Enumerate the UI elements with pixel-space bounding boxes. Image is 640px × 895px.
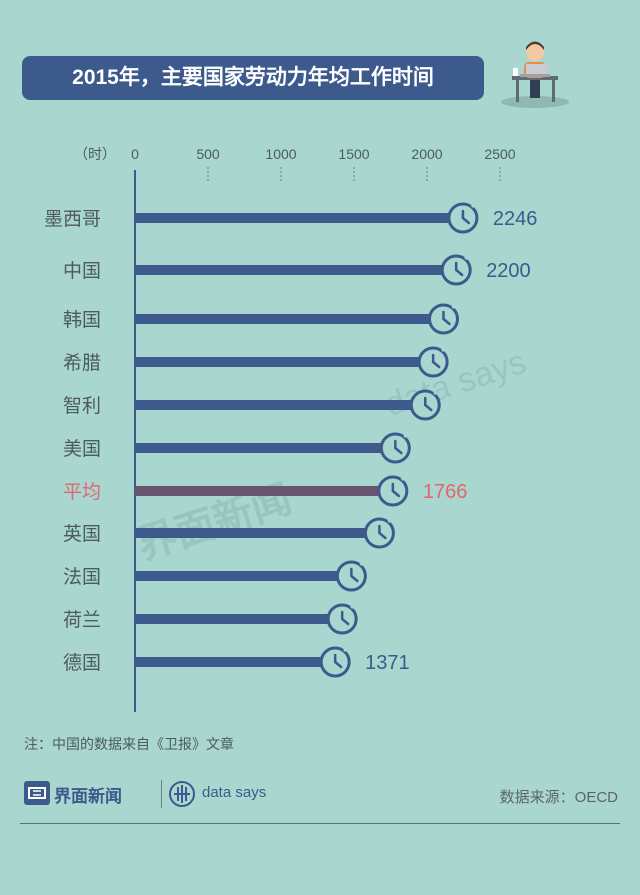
clock-hands xyxy=(423,396,433,412)
brand-divider xyxy=(161,780,162,808)
clock-gap xyxy=(464,255,469,261)
chart-title: 2015年，主要国家劳动力年均工作时间 xyxy=(72,66,434,89)
clock-gap xyxy=(387,518,392,524)
bar xyxy=(135,528,366,538)
clock-icon xyxy=(326,603,358,635)
bar xyxy=(135,314,430,324)
office-worker-icon xyxy=(501,41,569,108)
data-label: 2246 xyxy=(493,208,538,230)
clock-hands xyxy=(442,310,451,326)
x-tick-label: 1000 xyxy=(265,146,296,162)
clock-gap xyxy=(433,390,438,396)
data-label: 2200 xyxy=(486,260,531,282)
category-label: 平均 xyxy=(63,481,101,503)
clock-hands xyxy=(431,353,441,369)
footnote: 注：中国的数据来自《卫报》文章 xyxy=(24,736,234,752)
data-label: 1371 xyxy=(365,652,410,674)
x-tick-label: 2500 xyxy=(484,146,515,162)
brand-name: 界面新闻 xyxy=(54,787,122,806)
clock-icon xyxy=(427,303,459,335)
title-banner: 2015年，主要国家劳动力年均工作时间 xyxy=(22,56,484,100)
clock-hands xyxy=(350,567,359,583)
clock-hands xyxy=(333,653,343,669)
clock-hands xyxy=(378,524,387,540)
x-axis-unit-label: （时） xyxy=(74,146,116,162)
data-label: 1766 xyxy=(423,481,468,503)
clock-gap xyxy=(343,647,348,653)
clock-hands xyxy=(454,261,464,277)
x-tick-label: 500 xyxy=(196,146,220,162)
category-label: 荷兰 xyxy=(63,609,101,631)
clock-hands xyxy=(461,209,471,225)
clock-icon xyxy=(440,254,472,286)
x-tick-label: 2000 xyxy=(411,146,442,162)
newspaper-logo-icon xyxy=(24,781,50,805)
category-label: 中国 xyxy=(63,260,101,282)
category-label: 英国 xyxy=(63,523,101,545)
x-tick-label: 0 xyxy=(131,146,139,162)
clock-gap xyxy=(350,604,355,610)
x-tick-label: 1500 xyxy=(338,146,369,162)
category-label: 法国 xyxy=(63,566,101,588)
clock-icon xyxy=(319,646,351,678)
clock-icon xyxy=(377,475,409,507)
bottom-divider xyxy=(20,823,620,824)
clock-icon xyxy=(363,517,395,549)
category-label: 智利 xyxy=(63,395,101,417)
watermark-subtext: data says xyxy=(381,343,531,424)
bar xyxy=(135,357,420,367)
clock-icon xyxy=(417,346,449,378)
clock-hands xyxy=(340,610,350,626)
bar xyxy=(135,265,443,275)
category-label: 美国 xyxy=(63,438,101,460)
category-label: 德国 xyxy=(63,652,101,674)
bar xyxy=(135,443,382,453)
data-says-logo-icon xyxy=(169,781,195,807)
clock-gap xyxy=(403,433,408,439)
bar xyxy=(135,400,412,410)
clock-icon xyxy=(379,432,411,464)
data-says-label: data says xyxy=(202,784,267,801)
category-label: 墨西哥 xyxy=(44,209,101,230)
category-label: 韩国 xyxy=(63,309,101,331)
bar xyxy=(135,486,379,496)
clock-gap xyxy=(400,476,405,482)
clock-gap xyxy=(441,347,446,353)
clock-icon xyxy=(409,389,441,421)
clock-gap xyxy=(470,203,475,209)
bar xyxy=(135,657,322,667)
clock-icon xyxy=(447,202,479,234)
clock-gap xyxy=(451,304,456,310)
clock-icon xyxy=(335,560,367,592)
clock-hands xyxy=(394,439,403,455)
bar xyxy=(135,571,338,581)
bar xyxy=(135,213,449,223)
data-source: 数据来源：OECD xyxy=(499,789,618,806)
clock-hands xyxy=(391,482,401,498)
bar xyxy=(135,614,329,624)
clock-gap xyxy=(359,561,364,567)
category-label: 希腊 xyxy=(63,352,101,374)
